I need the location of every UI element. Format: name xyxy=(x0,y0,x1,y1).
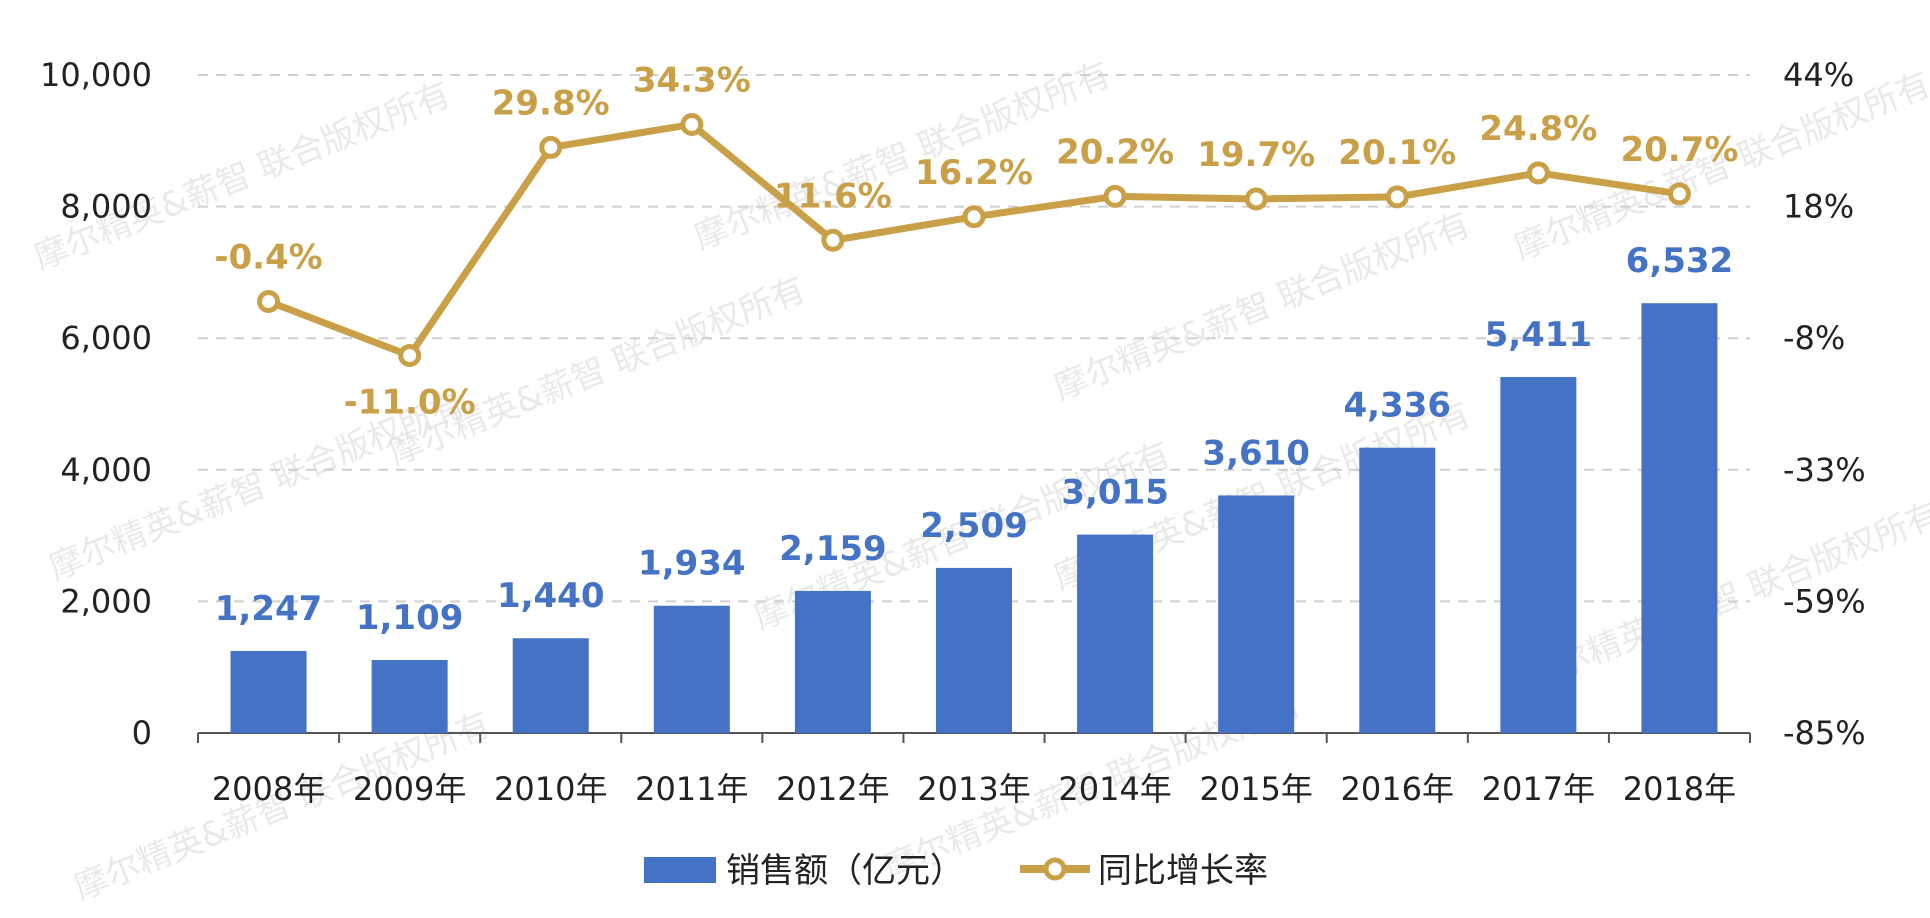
bar-value-label: 4,336 xyxy=(1343,386,1451,426)
x-tick-label: 2015年 xyxy=(1199,770,1312,808)
left-tick-label: 2,000 xyxy=(60,582,152,620)
bar xyxy=(1500,376,1577,733)
legend-bar-label: 销售额（亿元） xyxy=(726,851,964,891)
growth-marker xyxy=(962,205,986,229)
bar-value-label: 1,109 xyxy=(356,598,464,638)
bar xyxy=(230,650,307,733)
right-tick-label: -85% xyxy=(1783,714,1866,752)
watermark-text: 摩尔精英&薪智 联合版权所有 xyxy=(1518,494,1930,698)
bar xyxy=(371,660,448,733)
x-axis: 2008年 2009年 2010年 2011年 2012年 2013年 2014年 2015年… xyxy=(197,732,1751,808)
left-tick-label: 0 xyxy=(132,714,152,752)
left-tick-label: 10,000 xyxy=(40,56,152,94)
growth-value-label: 20.1% xyxy=(1338,133,1456,173)
x-tick-label: 2010年 xyxy=(494,770,607,808)
x-tick-label: 2011年 xyxy=(635,770,748,808)
growth-marker xyxy=(821,228,845,252)
growth-value-label: -11.0% xyxy=(344,383,476,423)
left-tick-label: 4,000 xyxy=(60,451,152,489)
x-tick-label: 2014年 xyxy=(1058,770,1171,808)
growth-value-label: 34.3% xyxy=(633,60,751,100)
growth-marker xyxy=(1667,182,1691,206)
growth-value-label: 24.8% xyxy=(1479,109,1597,149)
bar xyxy=(1359,447,1436,733)
legend-line-marker xyxy=(1043,857,1067,881)
growth-marker xyxy=(539,135,563,159)
x-tick-label: 2009年 xyxy=(353,770,466,808)
bar xyxy=(1641,303,1718,733)
x-tick-label: 2016年 xyxy=(1341,770,1454,808)
bar-value-label: 3,610 xyxy=(1202,433,1310,473)
right-tick-label: -33% xyxy=(1783,451,1866,489)
bar-value-label: 3,015 xyxy=(1061,473,1169,513)
right-axis: -85% -59% -33% -8% 18% 44% xyxy=(1783,56,1866,752)
right-tick-label: 44% xyxy=(1783,56,1854,94)
left-axis: 0 2,000 4,000 6,000 8,000 10,000 xyxy=(40,56,152,752)
bar-labels: 1,247 1,109 1,440 1,934 2,159 2,509 3,015 3,610… xyxy=(215,241,1733,638)
bar xyxy=(794,590,871,733)
bar-value-label: 2,509 xyxy=(920,506,1028,546)
right-tick-label: -59% xyxy=(1783,582,1866,620)
bar-value-label: 2,159 xyxy=(779,529,887,569)
growth-marker xyxy=(398,344,422,368)
bar xyxy=(1077,534,1154,733)
growth-value-label: 20.2% xyxy=(1056,132,1174,172)
growth-marker xyxy=(680,112,704,136)
left-tick-label: 8,000 xyxy=(60,188,152,226)
growth-line-series xyxy=(257,112,1691,368)
watermark-text: 摩尔精英&薪智 联合版权所有 xyxy=(1048,204,1476,408)
growth-value-label: 16.2% xyxy=(915,153,1033,193)
bar xyxy=(1218,495,1295,733)
x-tick-label: 2008年 xyxy=(212,770,325,808)
bar xyxy=(936,567,1012,733)
x-tick-label: 2012年 xyxy=(776,770,889,808)
growth-marker xyxy=(1103,184,1127,208)
right-tick-label: 18% xyxy=(1783,188,1854,226)
growth-value-label: 19.7% xyxy=(1197,135,1315,175)
bar-value-label: 6,532 xyxy=(1626,241,1734,281)
growth-marker xyxy=(257,289,281,313)
bar-value-label: 1,440 xyxy=(497,576,605,616)
right-tick-label: -8% xyxy=(1783,319,1845,357)
bar-series xyxy=(230,303,1718,733)
legend-line-label: 同比增长率 xyxy=(1098,851,1268,891)
bar-value-label: 1,934 xyxy=(638,544,746,584)
growth-labels: -0.4% -11.0% 29.8% 34.3% 11.6% 16.2% 20.2% 19.7… xyxy=(214,60,1738,422)
x-tick-label: 2017年 xyxy=(1482,770,1595,808)
bar-value-label: 5,411 xyxy=(1485,315,1593,355)
growth-value-label: -0.4% xyxy=(214,237,322,277)
bar xyxy=(653,605,730,733)
bar xyxy=(512,638,589,733)
legend-bar-swatch xyxy=(644,857,716,883)
growth-value-label: 20.7% xyxy=(1620,130,1738,170)
x-tick-label: 2018年 xyxy=(1623,770,1736,808)
x-tick-label: 2013年 xyxy=(917,770,1030,808)
growth-value-label: 29.8% xyxy=(492,83,610,123)
growth-value-label: 11.6% xyxy=(774,176,892,216)
growth-marker xyxy=(1526,161,1550,185)
growth-marker xyxy=(1385,185,1409,209)
legend: 销售额（亿元） 同比增长率 xyxy=(644,851,1268,891)
growth-marker xyxy=(1244,187,1268,211)
bar-value-label: 1,247 xyxy=(215,589,323,629)
left-tick-label: 6,000 xyxy=(60,319,152,357)
